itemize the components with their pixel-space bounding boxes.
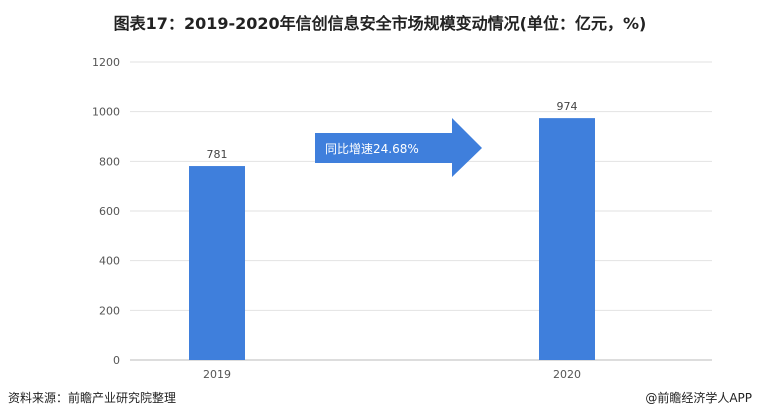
y-tick-label: 600 [99,205,120,218]
data-label: 781 [207,148,228,161]
y-tick-label: 1200 [92,56,120,69]
bar-2020 [539,118,595,360]
source-note: 资料来源：前瞻产业研究院整理 [8,391,177,405]
bar-2019 [189,166,245,360]
y-tick-label: 800 [99,155,120,168]
chart-title: 图表17：2019-2020年信创信息安全市场规模变动情况(单位：亿元，%) [113,14,647,33]
y-tick-label: 200 [99,304,120,317]
credit-note: @前瞻经济学人APP [645,391,752,405]
x-tick-label: 2019 [203,368,231,381]
y-tick-label: 400 [99,255,120,268]
data-label: 974 [557,100,578,113]
y-tick-label: 1000 [92,106,120,119]
growth-annotation: 同比增速24.68% [325,142,419,156]
growth-arrow [315,118,482,177]
x-tick-label: 2020 [553,368,581,381]
y-tick-label: 0 [113,354,120,367]
